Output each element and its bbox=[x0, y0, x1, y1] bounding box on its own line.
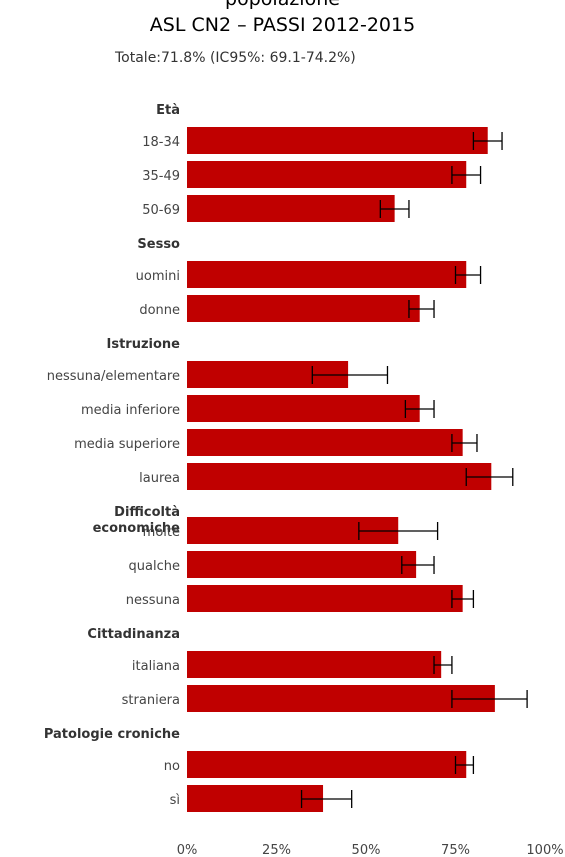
bar-1-0 bbox=[187, 261, 467, 288]
chart-title-line-1: popolazione bbox=[0, 0, 565, 10]
bar-4-1 bbox=[187, 685, 495, 712]
bar-0-1 bbox=[187, 161, 467, 188]
bar-2-1 bbox=[187, 395, 420, 422]
row-label-2-3: laurea bbox=[139, 471, 180, 486]
x-tick-label-2: 50% bbox=[352, 843, 381, 857]
row-label-4-0: italiana bbox=[132, 659, 180, 674]
group-header-0: Età bbox=[156, 103, 180, 118]
row-label-4-1: straniera bbox=[122, 693, 180, 708]
row-label-2-1: media inferiore bbox=[81, 403, 180, 418]
row-label-1-0: uomini bbox=[136, 269, 180, 284]
row-label-3-2: nessuna bbox=[126, 593, 180, 608]
bar-3-2 bbox=[187, 585, 463, 612]
bar-0-2 bbox=[187, 195, 395, 222]
x-tick-label-0: 0% bbox=[177, 843, 198, 857]
bar-4-0 bbox=[187, 651, 442, 678]
group-header-4: Cittadinanza bbox=[87, 627, 180, 642]
bar-1-1 bbox=[187, 295, 420, 322]
row-label-5-1: sì bbox=[170, 793, 180, 808]
bar-5-1 bbox=[187, 785, 324, 812]
x-tick-label-4: 100% bbox=[526, 843, 563, 857]
chart-title-line-2: ASL CN2 – PASSI 2012-2015 bbox=[149, 14, 416, 36]
group-header-3: Difficoltà bbox=[114, 505, 180, 520]
row-label-0-1: 35-49 bbox=[142, 169, 180, 184]
group-header-1: Sesso bbox=[137, 237, 180, 252]
bar-3-1 bbox=[187, 551, 417, 578]
x-tick-label-1: 25% bbox=[262, 843, 291, 857]
group-header-3-cont: economiche bbox=[93, 521, 181, 536]
row-label-0-0: 18-34 bbox=[142, 135, 180, 150]
row-label-3-0: molte bbox=[143, 525, 180, 540]
bar-2-3 bbox=[187, 463, 492, 490]
bar-2-2 bbox=[187, 429, 463, 456]
row-label-0-2: 50-69 bbox=[142, 203, 180, 218]
row-label-3-1: qualche bbox=[129, 559, 180, 574]
row-label-1-1: donne bbox=[139, 303, 180, 318]
row-label-2-0: nessuna/elementare bbox=[47, 369, 180, 384]
group-header-5: Patologie croniche bbox=[44, 727, 180, 742]
row-label-2-2: media superiore bbox=[74, 437, 180, 452]
row-label-5-0: no bbox=[164, 759, 180, 774]
bar-0-0 bbox=[187, 127, 488, 154]
group-header-2: Istruzione bbox=[107, 337, 181, 352]
bar-5-0 bbox=[187, 751, 467, 778]
chart-subtitle: Totale:71.8% (IC95%: 69.1-74.2%) bbox=[115, 50, 356, 66]
x-tick-label-3: 75% bbox=[441, 843, 470, 857]
